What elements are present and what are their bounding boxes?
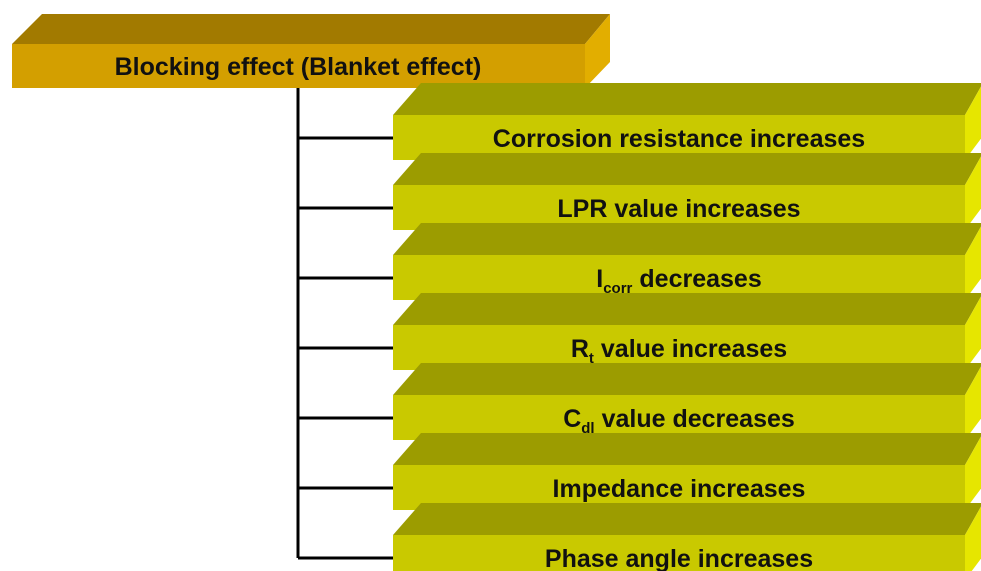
item-side (965, 366, 981, 440)
item-label: Corrosion resistance increases (493, 125, 865, 153)
item-top (393, 293, 981, 325)
root-side (585, 14, 610, 88)
item-text: Impedance increases (553, 475, 806, 503)
item-side (965, 156, 981, 230)
item-label: LPR value increases (557, 195, 800, 223)
item-box (393, 115, 965, 160)
item-box (393, 325, 965, 370)
item-box (393, 185, 965, 230)
item-symbol: C (563, 405, 581, 433)
root-label: Blocking effect (Blanket effect) (115, 53, 482, 81)
item-top (393, 363, 981, 395)
item-text: decreases (639, 265, 761, 293)
item-box (393, 465, 965, 510)
item-top (393, 433, 981, 465)
item-side (965, 436, 981, 510)
item-label: Rt value increases (571, 335, 787, 367)
item-subscript: corr (603, 280, 632, 297)
item-top (393, 223, 981, 255)
item-subscript: t (589, 350, 594, 367)
item-symbol: I (596, 265, 603, 293)
root-box (12, 44, 585, 88)
item-symbol: R (571, 335, 589, 363)
item-box (393, 395, 965, 440)
item-text: value decreases (602, 405, 795, 433)
item-side (965, 506, 981, 571)
item-label: Impedance increases (553, 475, 806, 503)
item-box (393, 535, 965, 571)
item-subscript: dl (581, 420, 594, 437)
item-label: Phase angle increases (545, 545, 813, 571)
root-top (12, 14, 610, 44)
item-top (393, 503, 981, 535)
item-top (393, 83, 981, 115)
item-label: Cdl value decreases (563, 405, 795, 437)
item-top (393, 153, 981, 185)
item-text: Corrosion resistance increases (493, 125, 865, 153)
item-side (965, 296, 981, 370)
item-box (393, 255, 965, 300)
item-side (965, 86, 981, 160)
item-text: LPR value increases (557, 195, 800, 223)
item-side (965, 226, 981, 300)
item-text: Phase angle increases (545, 545, 813, 571)
item-text: value increases (601, 335, 787, 363)
item-label: Icorr decreases (596, 265, 761, 297)
